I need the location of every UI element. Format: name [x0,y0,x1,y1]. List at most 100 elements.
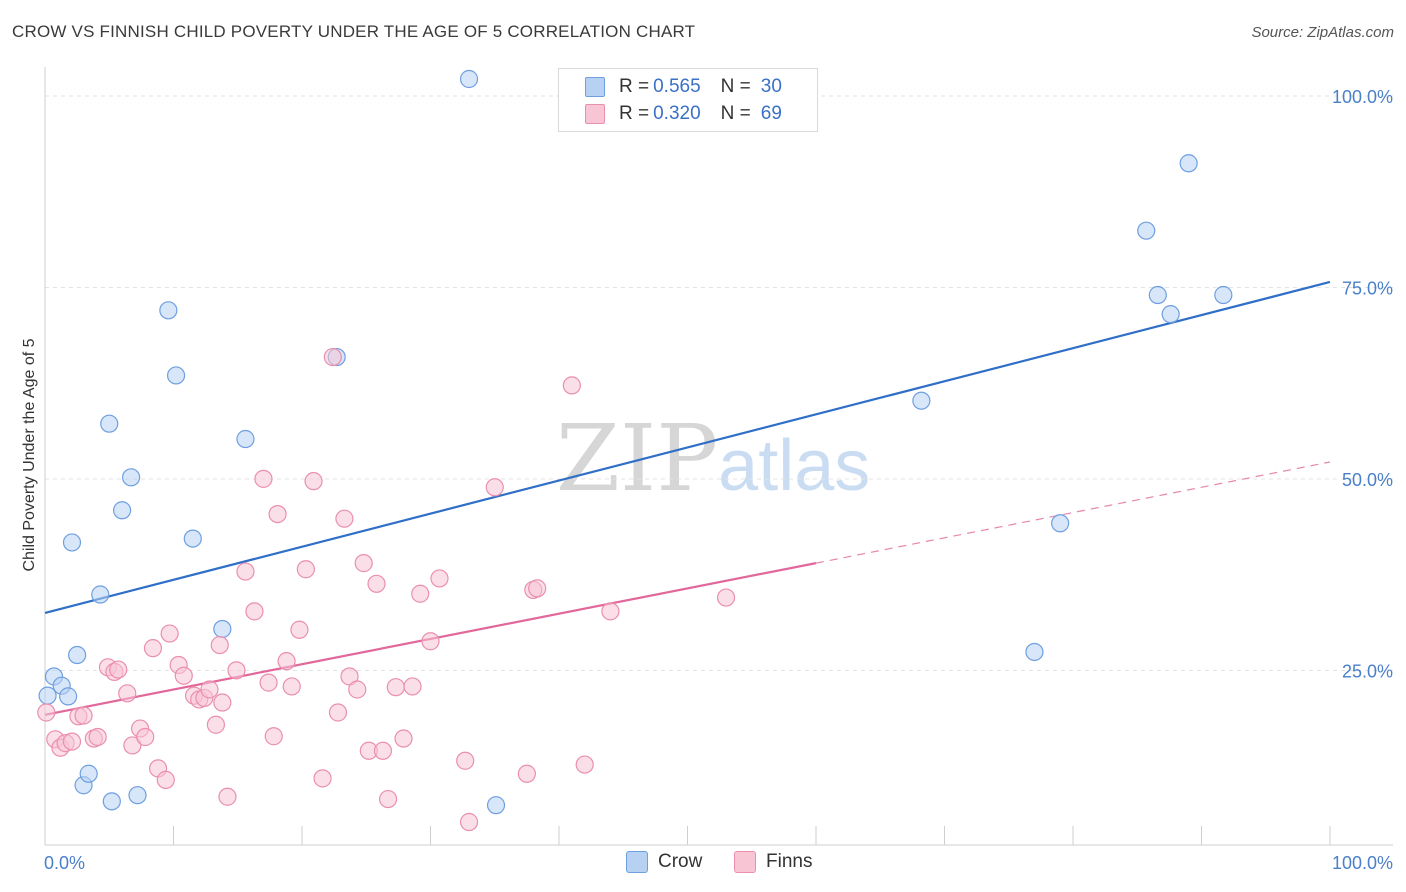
finns-point-8 [88,727,107,747]
finns-point-62 [517,764,536,783]
crow-point-13 [128,786,147,805]
crow-point-9 [100,414,119,433]
crow-point-28 [1051,514,1070,533]
crow-point-11 [112,501,132,520]
crow-point-23 [1148,285,1167,305]
finns-point-28 [213,693,232,712]
finns-point-56 [411,584,430,603]
tick-labels: 25.0% 50.0% 75.0% 100.0% 0.0% 100.0% [44,87,1393,873]
finns-n-label: N = [720,103,751,124]
finns-point-38 [282,677,301,696]
finns-point-31 [236,562,255,581]
finns-trend-extension [815,461,1331,564]
crow-point-5 [68,645,87,665]
finns-point-65 [562,376,581,395]
crow-point-0 [38,686,57,705]
chart-title: CROW VS FINNISH CHILD POVERTY UNDER THE … [12,22,696,41]
crow-point-21 [486,796,506,815]
finns-point-39 [290,620,309,639]
finns-n-value: 69 [760,103,782,124]
finns-point-57 [421,632,440,651]
crow-r-label: R = [619,76,650,97]
finns-r-label: R = [619,103,650,124]
finns-swatch [585,104,605,124]
crow-point-15 [166,366,186,385]
legend-row-crow: R = 0.565 N = 30 [585,75,782,99]
finns-point-32 [245,602,264,621]
finns-r-value: 0.320 [653,103,701,124]
crow-n-label: N = [720,76,751,97]
series-legend: Crow Finns [0,851,1406,877]
finns-point-48 [354,554,373,573]
trend-lines [44,280,1331,716]
finns-point-36 [268,504,287,524]
finns-point-45 [335,509,354,528]
finns-point-12 [118,684,137,703]
finns-point-19 [160,624,179,643]
finns-point-11 [109,660,128,679]
y-tick-label-50: 50.0% [1342,470,1393,490]
finns-point-52 [378,789,398,809]
finns-point-58 [430,569,449,588]
finns-point-59 [456,751,475,770]
crow-point-12 [121,468,141,487]
correlation-legend: R = 0.565 N = 30 R = 0.320 N = 69 [558,68,818,132]
finns-point-50 [367,574,386,593]
crow-point-4 [62,533,82,552]
crow-point-24 [1161,305,1180,324]
crow-point-22 [1137,221,1156,240]
crow-trend-line [44,280,1331,614]
source-credit: Source: ZipAtlas.com [1251,24,1394,41]
finns-point-13 [123,736,142,755]
finns-point-0 [37,703,56,722]
finns-point-6 [74,706,93,725]
crow-point-18 [236,429,255,449]
finns-point-54 [394,729,413,748]
finns-point-60 [459,812,479,832]
y-tick-label-25: 25.0% [1342,662,1393,682]
finns-points [37,347,736,832]
finns-legend-label: Finns [766,851,813,872]
finns-point-15 [136,727,155,747]
crow-n-value: 30 [760,76,782,97]
finns-point-44 [328,703,348,722]
x-tick-label-min: 0.0% [44,853,85,873]
finns-point-29 [218,787,237,806]
crow-point-27 [912,391,931,410]
x-tick-label-max: 100.0% [1332,853,1393,873]
crow-point-20 [459,69,479,89]
crow-point-14 [159,301,178,320]
finns-point-34 [259,673,278,692]
finns-point-42 [313,769,332,788]
crow-swatch [585,77,605,97]
finns-legend-swatch [734,851,756,873]
crow-point-3 [59,687,78,706]
crow-legend-label: Crow [658,851,703,872]
crow-point-17 [213,619,232,639]
finns-point-26 [206,715,226,734]
finns-point-40 [296,560,315,579]
finns-point-33 [254,469,273,488]
crow-point-25 [1179,154,1198,173]
axes [44,67,1393,846]
finns-point-67 [601,602,620,621]
crow-points [38,69,1233,815]
crow-point-7 [79,764,98,783]
crow-point-26 [1214,285,1233,305]
legend-item-finns[interactable]: Finns [734,851,812,873]
finns-point-55 [403,677,422,696]
finns-point-66 [575,755,594,774]
crow-point-29 [1025,642,1044,662]
crow-point-8 [91,585,110,604]
finns-point-25 [200,680,219,699]
grid-lines [45,95,1393,671]
finns-point-47 [348,680,367,699]
finns-point-68 [716,588,736,607]
finns-point-41 [304,472,323,491]
legend-item-crow[interactable]: Crow [626,851,702,873]
finns-point-30 [227,661,246,680]
finns-point-61 [485,478,504,497]
finns-point-64 [528,579,547,598]
finns-point-37 [277,652,296,671]
